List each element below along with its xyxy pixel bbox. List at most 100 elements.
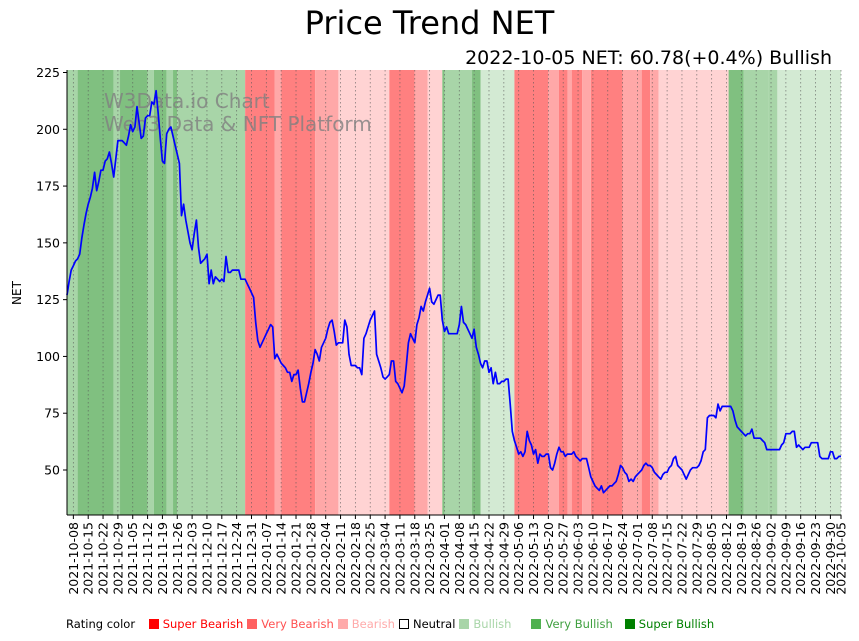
x-tick-label: 2022-04-22 bbox=[481, 522, 496, 595]
x-tick-label: 2022-07-22 bbox=[674, 522, 689, 595]
x-tick-label: 2022-04-15 bbox=[467, 522, 482, 595]
x-tick-label: 2022-03-11 bbox=[392, 522, 407, 595]
rating-band bbox=[338, 70, 390, 515]
x-tick-label: 2022-04-01 bbox=[437, 522, 452, 595]
x-tick-label: 2022-10-05 bbox=[834, 522, 849, 595]
x-tick-label: 2021-12-03 bbox=[185, 522, 200, 595]
x-tick-label: 2022-01-28 bbox=[303, 522, 318, 595]
x-tick-label: 2021-10-08 bbox=[66, 522, 81, 595]
x-tick-label: 2022-05-13 bbox=[526, 522, 541, 595]
x-tick-label: 2022-06-24 bbox=[615, 522, 630, 595]
axes bbox=[63, 70, 842, 519]
x-tick-label: 2022-03-04 bbox=[378, 522, 393, 595]
legend-item-label: Super Bullish bbox=[638, 617, 715, 631]
x-tick-label: 2022-02-11 bbox=[333, 522, 348, 595]
x-tick-label: 2022-05-20 bbox=[541, 522, 556, 595]
x-tick-label: 2022-06-10 bbox=[585, 522, 600, 595]
x-tick-label: 2022-08-26 bbox=[749, 522, 764, 595]
rating-band bbox=[582, 70, 591, 515]
legend-label: Rating color bbox=[66, 617, 136, 631]
x-tick-label: 2021-11-26 bbox=[170, 522, 185, 595]
x-tick-label: 2022-02-18 bbox=[348, 522, 363, 595]
rating-band bbox=[548, 70, 559, 515]
rating-band bbox=[514, 70, 549, 515]
x-tick-label: 2021-11-05 bbox=[125, 522, 140, 595]
legend-item-label: Bullish bbox=[473, 617, 512, 631]
x-tick-label: 2021-12-10 bbox=[199, 522, 214, 595]
rating-band bbox=[442, 70, 445, 515]
x-tick-label: 2022-04-08 bbox=[452, 522, 467, 595]
x-tick-label: 2022-05-06 bbox=[511, 522, 526, 595]
x-tick-label: 2022-02-25 bbox=[363, 522, 378, 595]
x-tick-label: 2022-08-12 bbox=[719, 522, 734, 595]
y-axis-label: NET bbox=[10, 280, 24, 305]
y-tick-label: 100 bbox=[36, 349, 60, 364]
x-tick-label: 2021-12-31 bbox=[244, 522, 259, 595]
x-tick-label: 2022-01-07 bbox=[259, 522, 274, 595]
rating-band bbox=[113, 70, 121, 515]
legend-item: Neutral bbox=[398, 617, 456, 631]
legend-swatch bbox=[459, 619, 470, 629]
legend-item: Bullish bbox=[459, 617, 511, 631]
rating-bands bbox=[67, 70, 841, 515]
x-tick-label: 2022-05-27 bbox=[556, 522, 571, 595]
x-tick-label: 2022-04-29 bbox=[496, 522, 511, 595]
x-tick-label: 2022-07-15 bbox=[660, 522, 675, 595]
legend-swatch bbox=[531, 619, 542, 629]
x-tick-label: 2022-09-23 bbox=[808, 522, 823, 595]
rating-band bbox=[245, 70, 275, 515]
x-tick-label: 2021-12-24 bbox=[229, 522, 244, 595]
rating-band bbox=[728, 70, 744, 515]
x-tick-label: 2022-09-30 bbox=[823, 522, 838, 595]
rating-band bbox=[480, 70, 515, 515]
legend-item: Super Bullish bbox=[624, 617, 715, 631]
price-series bbox=[66, 89, 841, 494]
rating-band bbox=[768, 70, 778, 515]
rating-band bbox=[315, 70, 339, 515]
rating-band bbox=[427, 70, 443, 515]
legend-item: Very Bullish bbox=[531, 617, 613, 631]
rating-band bbox=[571, 70, 583, 515]
rating-band bbox=[622, 70, 642, 515]
x-tick-labels: 2021-10-08 2021-10-15 2021-10-22 2021-10-29… bbox=[66, 522, 849, 595]
legend-swatch bbox=[148, 619, 159, 629]
x-tick-label: 2022-08-05 bbox=[704, 522, 719, 595]
x-tick-label: 2022-03-18 bbox=[407, 522, 422, 595]
legend-swatch bbox=[337, 619, 348, 629]
legend-item-label: Very Bearish bbox=[261, 617, 334, 631]
rating-band bbox=[590, 70, 623, 515]
rating-band bbox=[147, 70, 154, 515]
x-tick-label: 2021-12-17 bbox=[214, 522, 229, 595]
legend-item-label: Bearish bbox=[351, 617, 395, 631]
rating-band bbox=[650, 70, 659, 515]
x-tick-label: 2021-10-29 bbox=[110, 522, 125, 595]
legend-item: Very Bearish bbox=[247, 617, 334, 631]
y-tick-label: 125 bbox=[36, 292, 60, 307]
x-tick-label: 2022-06-03 bbox=[571, 522, 586, 595]
legend-item-label: Very Bullish bbox=[545, 617, 613, 631]
rating-band bbox=[472, 70, 481, 515]
x-tick-label: 2021-11-19 bbox=[155, 522, 170, 595]
legend-item-label: Neutral bbox=[412, 617, 456, 631]
x-tick-label: 2021-11-12 bbox=[140, 522, 155, 595]
rating-band bbox=[274, 70, 282, 515]
watermark: W3Data.io Chart Web3 Data & NFT Platform bbox=[104, 89, 372, 136]
x-tick-label: 2022-09-09 bbox=[778, 522, 793, 595]
rating-band bbox=[153, 70, 167, 515]
rating-band bbox=[166, 70, 174, 515]
legend-swatch bbox=[247, 619, 258, 629]
rating-band bbox=[777, 70, 841, 515]
legend-item-label: Super Bearish bbox=[162, 617, 244, 631]
price-line bbox=[66, 89, 841, 494]
watermark-line-1: W3Data.io Chart bbox=[104, 89, 270, 113]
rating-band bbox=[558, 70, 568, 515]
legend-swatch bbox=[398, 619, 409, 629]
x-tick-label: 2022-09-16 bbox=[793, 522, 808, 595]
x-tick-label: 2021-10-22 bbox=[96, 522, 111, 595]
rating-band bbox=[414, 70, 428, 515]
rating-band bbox=[173, 70, 178, 515]
y-tick-label: 200 bbox=[36, 122, 60, 137]
y-tick-label: 225 bbox=[36, 65, 60, 80]
legend-item: Super Bearish bbox=[148, 617, 244, 631]
